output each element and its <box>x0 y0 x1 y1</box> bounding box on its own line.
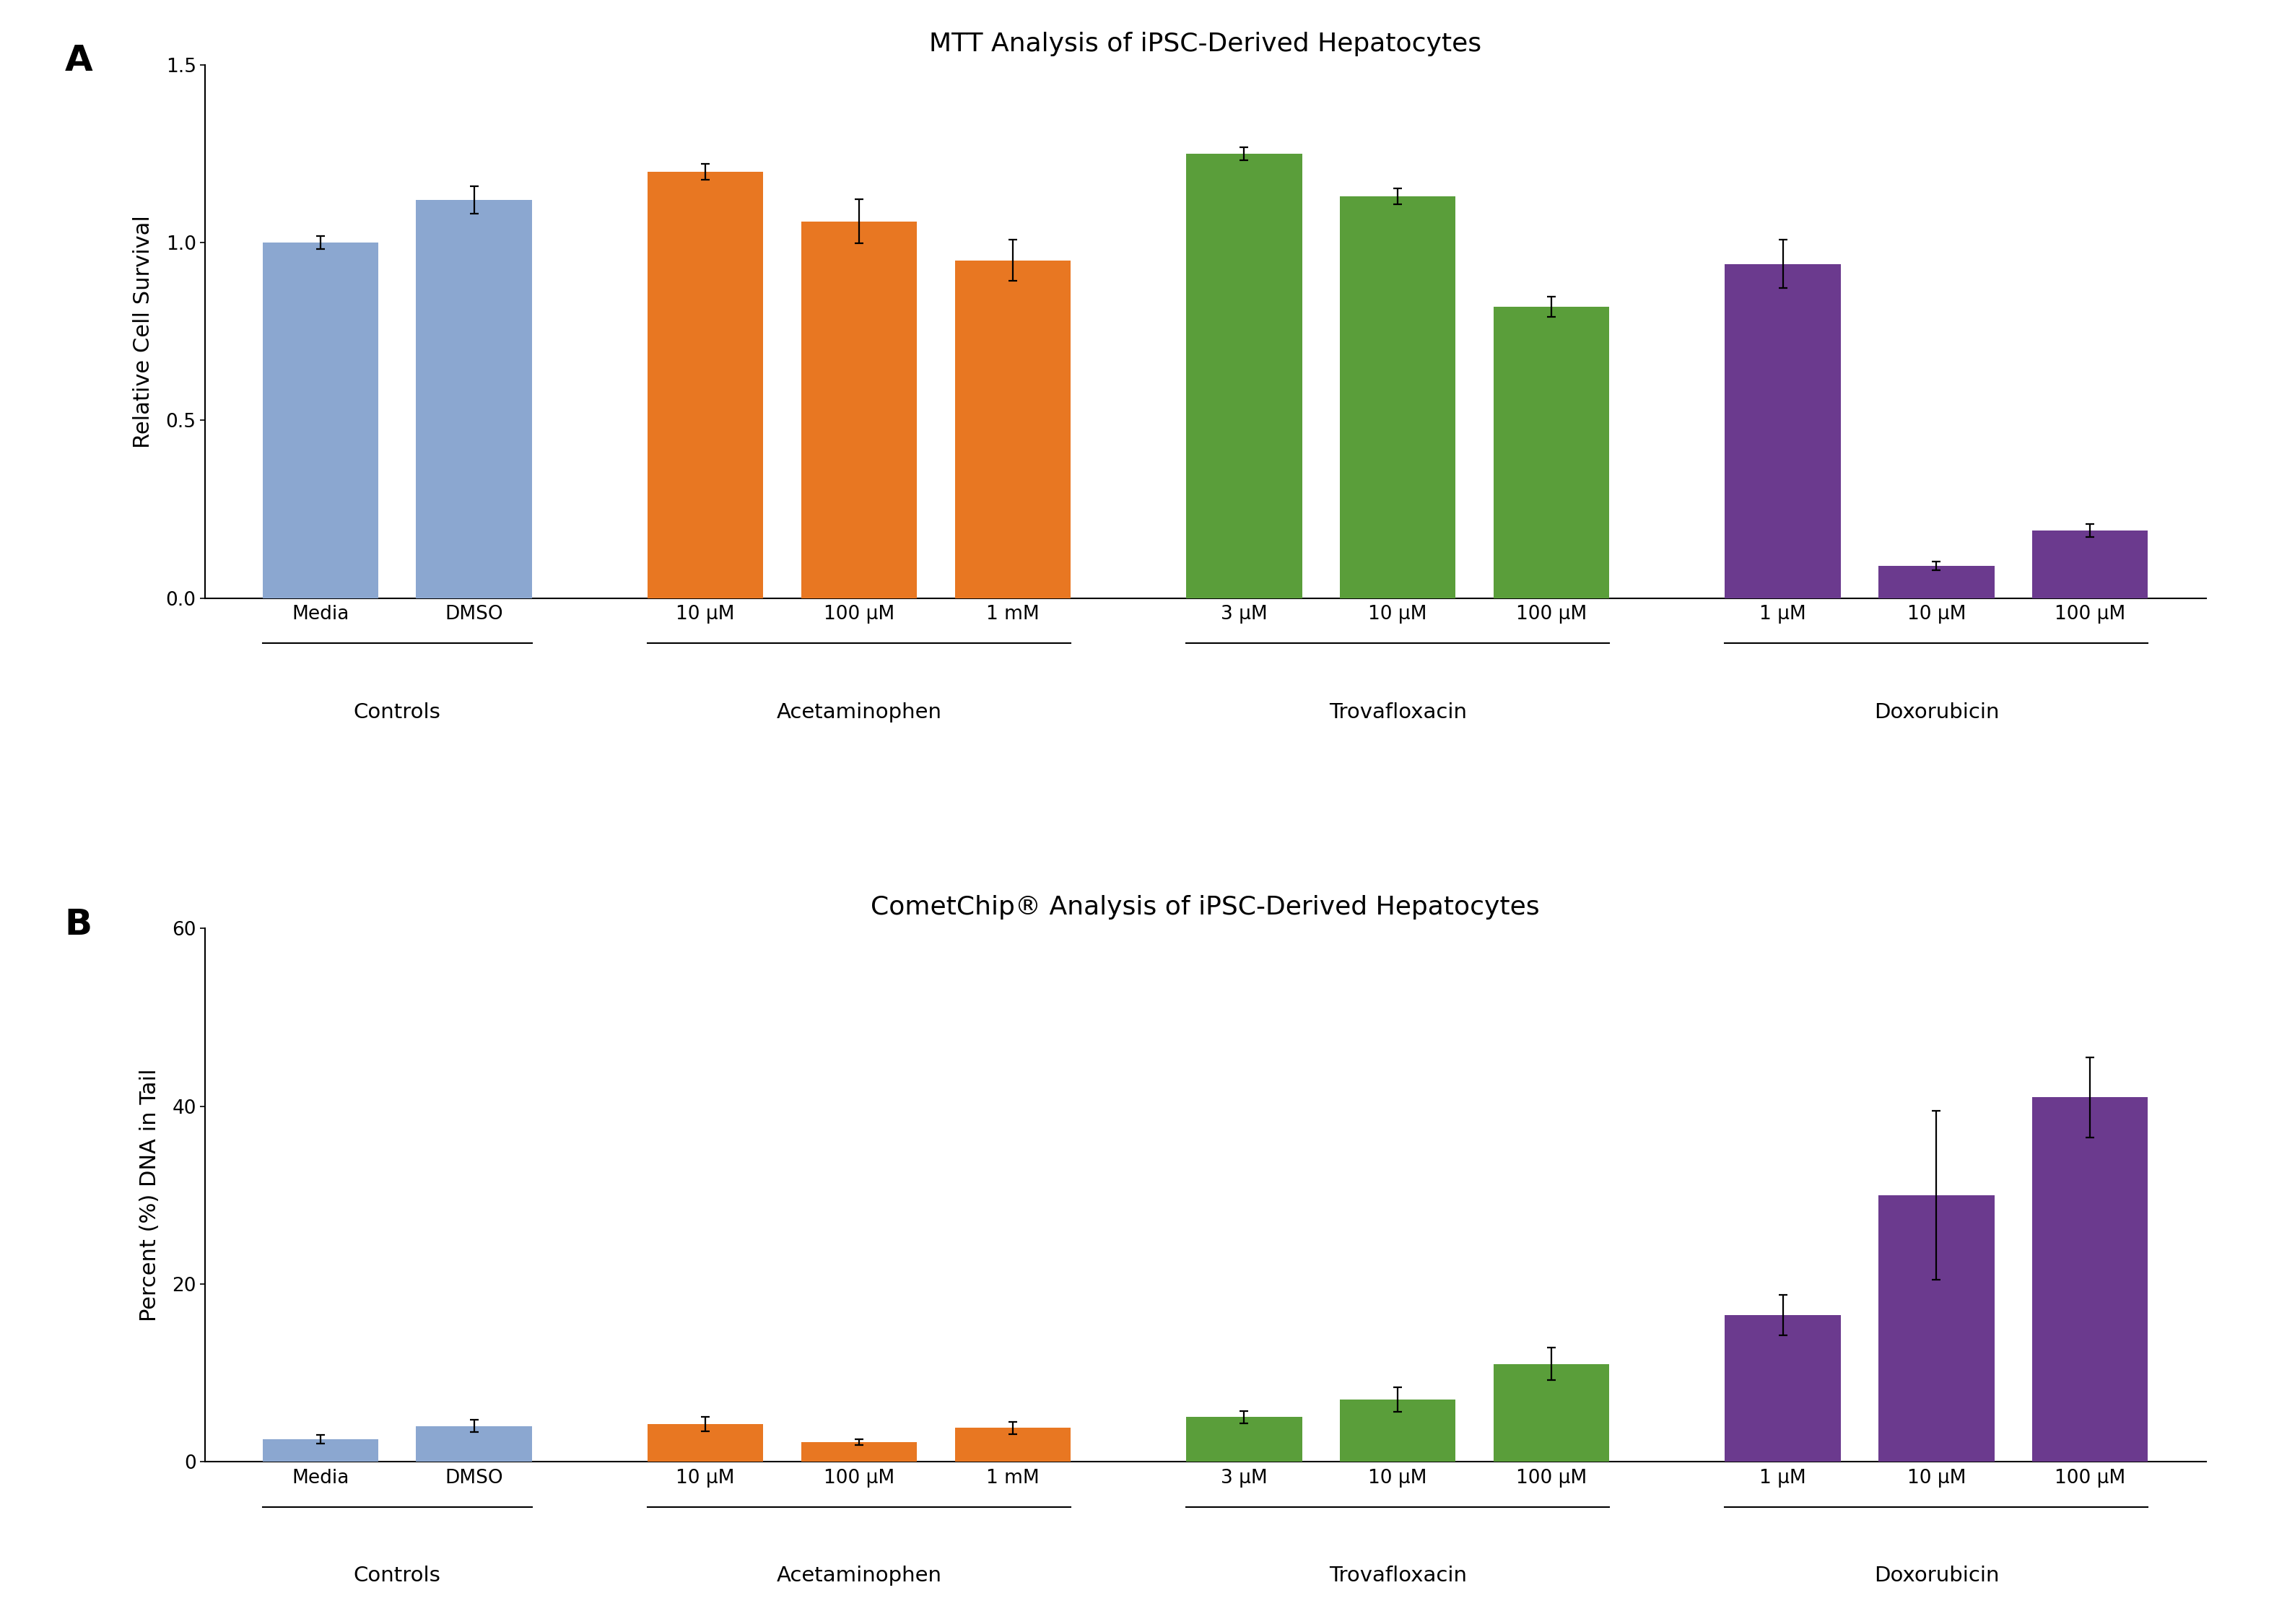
Text: Trovafloxacin: Trovafloxacin <box>1328 702 1467 723</box>
Bar <box>1339 1400 1455 1462</box>
Text: Acetaminophen: Acetaminophen <box>775 1566 941 1585</box>
Text: Doxorubicin: Doxorubicin <box>1874 702 1999 723</box>
Bar <box>262 1439 377 1462</box>
Text: Controls: Controls <box>352 702 441 723</box>
Text: Doxorubicin: Doxorubicin <box>1874 1566 1999 1585</box>
Y-axis label: Percent (%) DNA in Tail: Percent (%) DNA in Tail <box>139 1069 159 1322</box>
Bar <box>1878 1195 1994 1462</box>
Bar <box>416 200 532 598</box>
Text: Trovafloxacin: Trovafloxacin <box>1328 1566 1467 1585</box>
Bar <box>800 1442 916 1462</box>
Y-axis label: Relative Cell Survival: Relative Cell Survival <box>132 214 155 448</box>
Text: B: B <box>64 908 93 942</box>
Text: Acetaminophen: Acetaminophen <box>775 702 941 723</box>
Title: CometChip® Analysis of iPSC-Derived Hepatocytes: CometChip® Analysis of iPSC-Derived Hepa… <box>871 895 1539 919</box>
Bar <box>1726 265 1840 598</box>
Bar <box>2033 1098 2149 1462</box>
Bar <box>648 1424 764 1462</box>
Bar <box>1187 154 1303 598</box>
Bar <box>648 172 764 598</box>
Bar <box>1494 307 1610 598</box>
Bar <box>955 260 1071 598</box>
Bar <box>1726 1315 1840 1462</box>
Bar <box>2033 531 2149 598</box>
Bar <box>262 242 377 598</box>
Bar <box>416 1426 532 1462</box>
Bar <box>1494 1364 1610 1462</box>
Bar <box>1878 567 1994 598</box>
Bar <box>1187 1418 1303 1462</box>
Bar <box>800 221 916 598</box>
Title: MTT Analysis of iPSC-Derived Hepatocytes: MTT Analysis of iPSC-Derived Hepatocytes <box>930 31 1480 55</box>
Text: A: A <box>64 44 93 78</box>
Bar <box>1339 197 1455 598</box>
Bar <box>955 1427 1071 1462</box>
Text: Controls: Controls <box>352 1566 441 1585</box>
